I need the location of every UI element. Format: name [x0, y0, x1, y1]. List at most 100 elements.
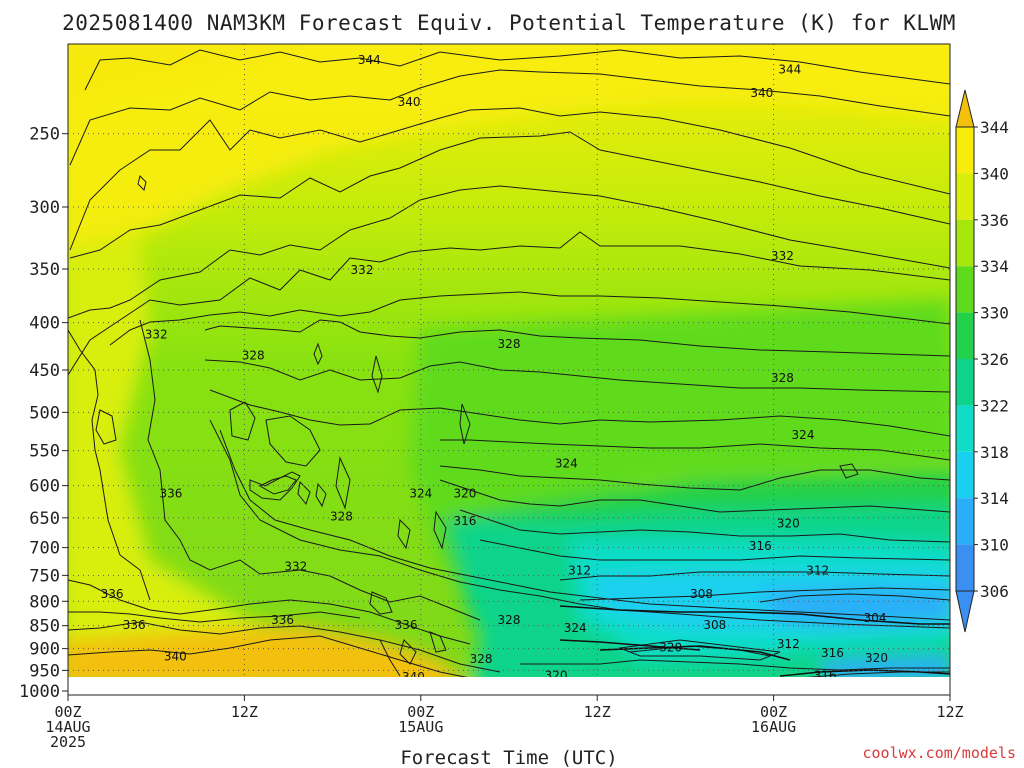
contour-line — [68, 329, 151, 601]
contour-line — [68, 635, 468, 677]
contour-line — [265, 415, 321, 467]
colorbar-swatch — [956, 544, 974, 591]
contour-line — [69, 131, 950, 259]
contour-dense-band — [559, 605, 950, 625]
colorbar-label: 322 — [980, 396, 1009, 415]
y-tick-label: 1000 — [19, 682, 60, 702]
colorbar-bottom-arrow — [955, 590, 975, 633]
contour-label: 340 — [398, 95, 421, 109]
contour-label: 308 — [690, 587, 713, 601]
contour-line — [258, 475, 297, 495]
contour-label: 316 — [453, 514, 476, 528]
contour-label: 328 — [242, 348, 265, 362]
y-tick-label: 650 — [29, 509, 60, 529]
colorbar-label: 344 — [980, 118, 1009, 137]
contour-line — [219, 429, 950, 621]
contour-label: 340 — [750, 86, 773, 100]
colorbar-swatch — [956, 498, 974, 545]
x-tick-label: 12Z — [231, 703, 258, 721]
contour-label: 336 — [395, 618, 418, 632]
contour-line — [313, 342, 323, 366]
contour-line — [459, 509, 950, 543]
colorbar-swatch — [956, 405, 974, 452]
contour-label: 304 — [864, 611, 887, 625]
contour-line — [429, 631, 447, 653]
colorbar-label: 310 — [980, 536, 1009, 555]
contour-line — [68, 231, 950, 376]
contour-label: 328 — [771, 371, 794, 385]
colorbar-label: 306 — [980, 582, 1009, 601]
contour-line — [440, 439, 950, 461]
contour-line — [109, 291, 950, 346]
contour-line — [249, 471, 301, 501]
colorbar-label: 318 — [980, 443, 1009, 462]
contour-line — [335, 456, 351, 510]
colorbar-swatch — [956, 127, 974, 174]
y-axis: 250 300 350 400 450 500 550 600 650 700 750 800 850 9… — [19, 125, 68, 702]
contour-label: 336 — [123, 618, 146, 632]
colorbar-swatch — [956, 359, 974, 406]
chart-title: 2025081400 NAM3KM Forecast Equiv. Potent… — [62, 11, 956, 35]
y-tick-label: 800 — [29, 592, 60, 612]
field-region-yellow-upper — [68, 44, 950, 249]
x-tick-sublabel: 16AUG — [751, 718, 796, 736]
y-tick-label: 300 — [29, 198, 60, 218]
colorbar-top-arrow — [955, 89, 975, 128]
contour-label: 344 — [358, 53, 381, 67]
contour-label: 328 — [470, 652, 493, 666]
contour-label: 320 — [545, 668, 568, 682]
contour-line — [759, 593, 950, 603]
contour-label: 332 — [351, 263, 374, 277]
x-tick-label: 12Z — [584, 703, 611, 721]
colorbar-swatch — [956, 219, 974, 267]
y-tick-label: 950 — [29, 661, 60, 681]
credit-link[interactable]: coolwx.com/models — [862, 744, 1016, 762]
contour-label: 332 — [771, 249, 794, 263]
contour-line — [479, 539, 950, 561]
contour-line — [95, 409, 117, 445]
contour-label: 320 — [659, 640, 682, 654]
contour-label: 312 — [568, 563, 591, 577]
contour-line — [297, 480, 311, 506]
contour-label: 344 — [778, 62, 801, 76]
contour-line — [439, 465, 950, 491]
contour-label: 312 — [806, 563, 829, 577]
contour-label: 316 — [814, 668, 837, 682]
contour-line — [204, 359, 950, 393]
contour-line — [68, 611, 361, 623]
colorbar-label: 340 — [980, 164, 1009, 183]
contour-line — [68, 621, 501, 673]
contour-line — [371, 355, 383, 394]
contour-line — [369, 591, 393, 615]
field-region-cyan-band — [620, 640, 790, 660]
contour-label: 336 — [159, 487, 182, 501]
y-tick-label: 500 — [29, 403, 60, 423]
y-tick-label: 850 — [29, 617, 60, 637]
contour-dense-band — [779, 669, 950, 677]
x-axis-title: Forecast Time (UTC) — [400, 747, 617, 768]
colorbar-swatch — [956, 312, 974, 359]
contour-line — [69, 69, 950, 166]
colorbar-label: 314 — [980, 489, 1009, 508]
contour-line — [579, 587, 950, 601]
contour-line — [68, 185, 950, 319]
y-tick-label: 750 — [29, 566, 60, 586]
contour-line — [315, 482, 327, 508]
contour-line — [439, 479, 950, 513]
contour-line — [137, 175, 147, 191]
contour-line — [459, 403, 471, 445]
field-region-orange-surface — [68, 625, 457, 677]
x-tick-label: 00Z — [54, 703, 81, 721]
y-tick-label: 900 — [29, 640, 60, 660]
contour-label: 324 — [409, 487, 432, 501]
x-tick-sublabel: 15AUG — [398, 718, 443, 736]
contour-label: 328 — [498, 337, 521, 351]
colorbar: 344 340 336 334 330 326 322 318 314 310 306 — [955, 89, 1009, 633]
y-tick-label: 400 — [29, 314, 60, 334]
contour-label: 340 — [402, 670, 425, 684]
contour-label: 312 — [777, 637, 800, 651]
contour-line — [397, 518, 411, 550]
contour-line — [209, 419, 950, 629]
